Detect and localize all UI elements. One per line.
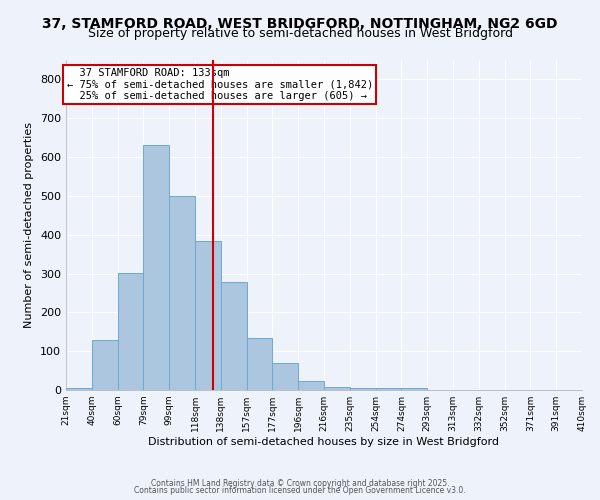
Text: 37 STAMFORD ROAD: 133sqm
← 75% of semi-detached houses are smaller (1,842)
  25%: 37 STAMFORD ROAD: 133sqm ← 75% of semi-d… — [67, 68, 373, 101]
Bar — [324, 386, 350, 390]
Bar — [195, 242, 221, 390]
Bar — [92, 340, 118, 390]
Text: Size of property relative to semi-detached houses in West Bridgford: Size of property relative to semi-detach… — [88, 28, 512, 40]
Bar — [376, 388, 401, 390]
X-axis label: Distribution of semi-detached houses by size in West Bridgford: Distribution of semi-detached houses by … — [149, 437, 499, 447]
Bar — [169, 196, 195, 390]
Bar — [66, 388, 92, 390]
Bar — [247, 338, 272, 390]
Bar — [350, 388, 376, 390]
Bar — [143, 144, 169, 390]
Y-axis label: Number of semi-detached properties: Number of semi-detached properties — [25, 122, 34, 328]
Bar — [118, 273, 143, 390]
Bar — [272, 363, 298, 390]
Bar — [298, 381, 324, 390]
Text: Contains HM Land Registry data © Crown copyright and database right 2025.: Contains HM Land Registry data © Crown c… — [151, 478, 449, 488]
Bar — [221, 282, 247, 390]
Bar — [401, 388, 427, 390]
Text: 37, STAMFORD ROAD, WEST BRIDGFORD, NOTTINGHAM, NG2 6GD: 37, STAMFORD ROAD, WEST BRIDGFORD, NOTTI… — [42, 18, 558, 32]
Text: Contains public sector information licensed under the Open Government Licence v3: Contains public sector information licen… — [134, 486, 466, 495]
